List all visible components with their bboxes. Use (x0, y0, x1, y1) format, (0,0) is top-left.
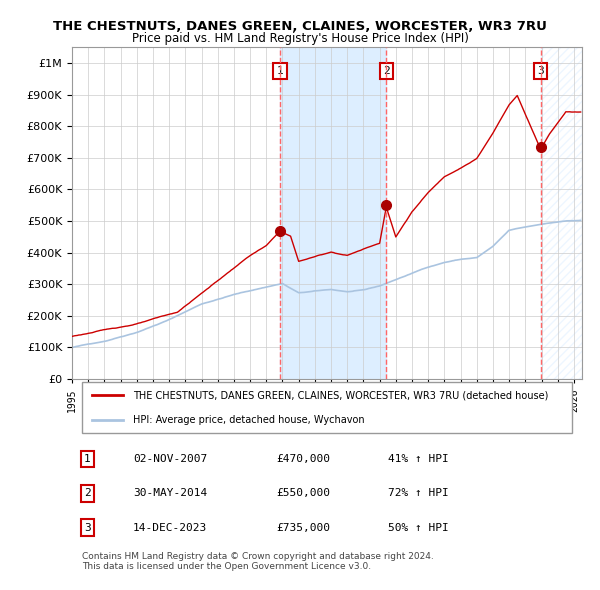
FancyBboxPatch shape (82, 382, 572, 433)
Text: HPI: Average price, detached house, Wychavon: HPI: Average price, detached house, Wych… (133, 415, 365, 425)
Text: £550,000: £550,000 (276, 489, 330, 499)
Text: £470,000: £470,000 (276, 454, 330, 464)
Text: THE CHESTNUTS, DANES GREEN, CLAINES, WORCESTER, WR3 7RU (detached house): THE CHESTNUTS, DANES GREEN, CLAINES, WOR… (133, 390, 548, 400)
Text: 3: 3 (538, 66, 544, 76)
Text: Price paid vs. HM Land Registry's House Price Index (HPI): Price paid vs. HM Land Registry's House … (131, 32, 469, 45)
Text: 1: 1 (277, 66, 283, 76)
Text: 3: 3 (84, 523, 91, 533)
Bar (280, 47, 386, 379)
Bar (541, 47, 582, 379)
Text: 14-DEC-2023: 14-DEC-2023 (133, 523, 208, 533)
Text: 1: 1 (84, 454, 91, 464)
Text: 30-MAY-2014: 30-MAY-2014 (133, 489, 208, 499)
Text: Contains HM Land Registry data © Crown copyright and database right 2024.
This d: Contains HM Land Registry data © Crown c… (82, 552, 434, 571)
Text: 72% ↑ HPI: 72% ↑ HPI (388, 489, 449, 499)
Text: 2: 2 (383, 66, 389, 76)
Text: 41% ↑ HPI: 41% ↑ HPI (388, 454, 449, 464)
Text: THE CHESTNUTS, DANES GREEN, CLAINES, WORCESTER, WR3 7RU: THE CHESTNUTS, DANES GREEN, CLAINES, WOR… (53, 20, 547, 33)
Text: 50% ↑ HPI: 50% ↑ HPI (388, 523, 449, 533)
Text: 2: 2 (84, 489, 91, 499)
Text: £735,000: £735,000 (276, 523, 330, 533)
Text: 02-NOV-2007: 02-NOV-2007 (133, 454, 208, 464)
